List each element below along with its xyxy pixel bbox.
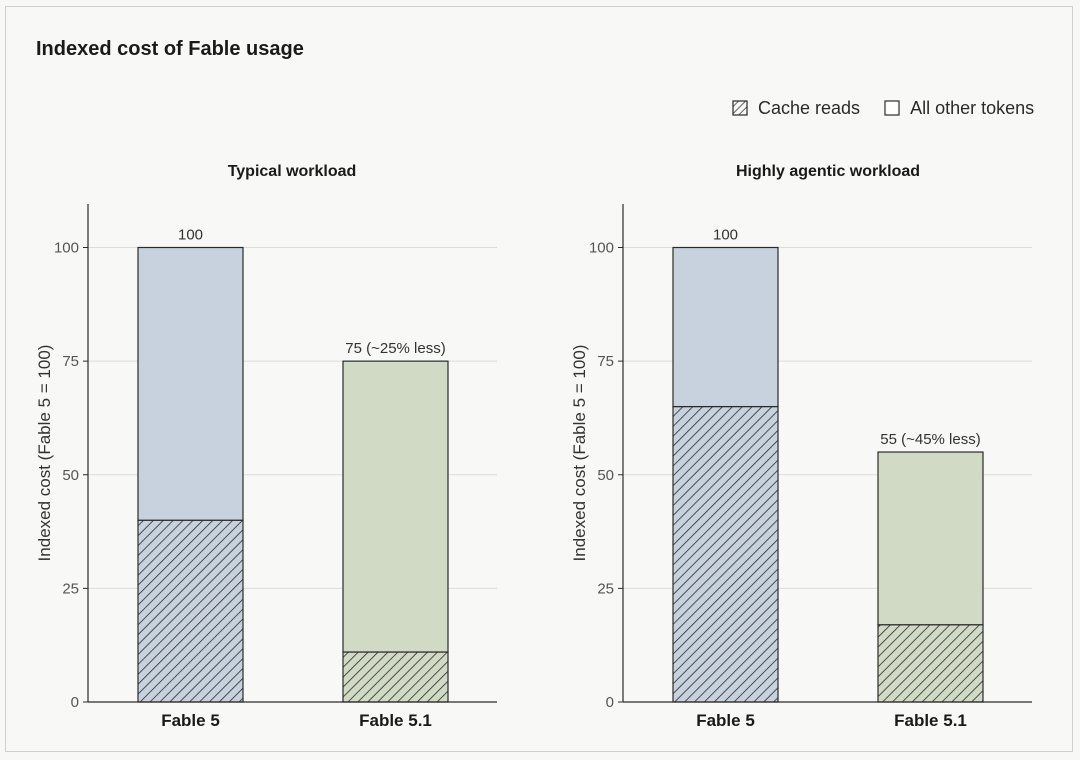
panel-1-bar-1-all-other-tokens [137,246,244,521]
chart-title: Indexed cost of Fable usage [36,38,304,60]
panel-1-category-label-2: Fable 5.1 [359,711,432,730]
legend: Cache reads All other tokens [732,96,1034,120]
panel-2-category-label-2: Fable 5.1 [894,711,967,730]
panel-1-bar-2-all-other-tokens [342,360,449,653]
legend-label-cache-reads: Cache reads [758,97,861,118]
panel-1-bar-1-data-label: 100 [178,227,203,244]
panel-1-ylabel: Indexed cost (Fable 5 = 100) [35,345,54,562]
panel-1-bar-2-data-label: 75 (~25% less) [345,340,445,357]
legend-label-all-other-tokens: All other tokens [910,97,1035,118]
panel-2-bar-2-all-other-tokens [877,451,984,626]
panel-1-bar-2-cache-reads [342,651,449,703]
panel-2-bar-1-cache-reads [672,405,779,703]
panel-2-bar-2-data-label: 55 (~45% less) [880,431,980,448]
legend-swatch-solid [884,100,900,116]
panel-2-bar-1-data-label: 100 [713,227,738,244]
panel-2-ytick-label-0: 0 [606,694,614,711]
panel-2-bar-1-all-other-tokens [672,246,779,408]
legend-swatch-hatched [732,100,748,116]
legend-item-all-other-tokens: All other tokens [884,98,1034,119]
panel-1-bar-1-cache-reads [137,519,244,703]
panel-2-bar-2-cache-reads [877,624,984,703]
panel-2-category-label-1: Fable 5 [696,711,755,730]
panel-1-ytick-label-0: 0 [71,694,79,711]
panel-1-ytick-label-75: 75 [62,353,79,370]
panel-1-category-label-1: Fable 5 [161,711,220,730]
panel-2-ytick-label-75: 75 [597,353,614,370]
panel-2-ytick-label-50: 50 [597,467,614,484]
panel-2-ylabel: Indexed cost (Fable 5 = 100) [570,345,589,562]
panel-1-ytick-label-100: 100 [54,240,79,257]
legend-item-cache-reads: Cache reads [732,98,860,119]
panel-2-ytick-label-100: 100 [589,240,614,257]
panel-2-ytick-label-25: 25 [597,580,614,597]
panel-2-title: Highly agentic workload [736,163,920,180]
panel-1-ytick-label-50: 50 [62,467,79,484]
panel-1-title: Typical workload [228,163,357,180]
panel-1-ytick-label-25: 25 [62,580,79,597]
